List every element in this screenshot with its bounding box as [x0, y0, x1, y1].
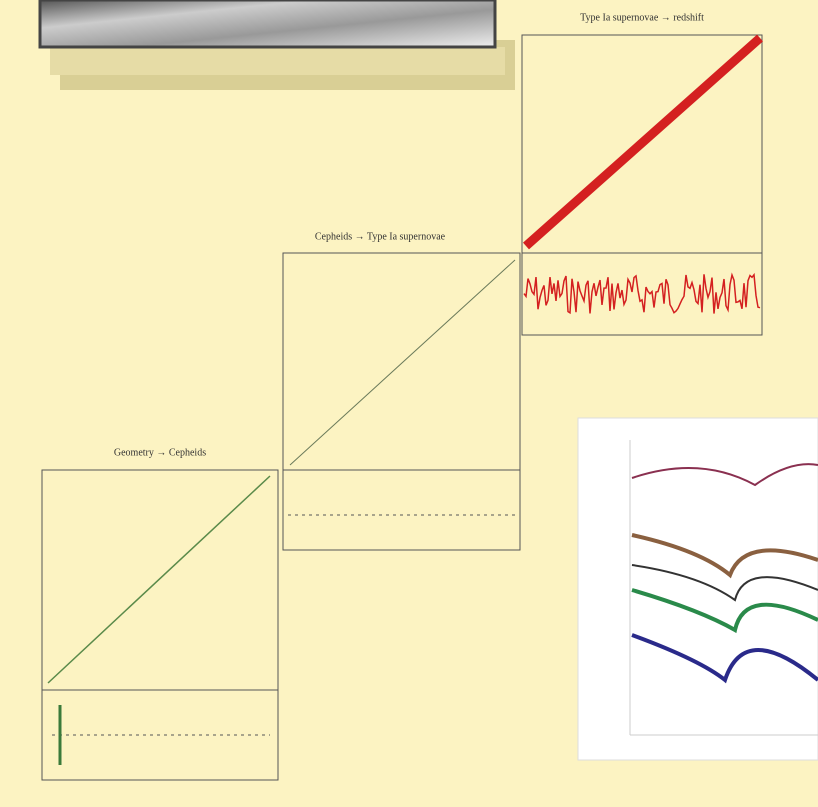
- residual-noise: [524, 274, 760, 313]
- collage: Geometry → Cepheids Cepheids → Type Ia s…: [0, 0, 818, 807]
- panel: [522, 35, 762, 335]
- panel: [283, 253, 520, 550]
- panel-title: Geometry → Cepheids: [114, 447, 206, 458]
- panel-title: Cepheids → Type Ia supernovae: [315, 231, 446, 242]
- page: Geometry → Cepheids Cepheids → Type Ia s…: [0, 0, 818, 807]
- photo: [40, 0, 495, 47]
- panel: [42, 470, 278, 780]
- inset-figure: [578, 418, 818, 760]
- photo-shadow: [50, 47, 505, 75]
- panel-title: Type Ia supernovae → redshift: [580, 12, 704, 23]
